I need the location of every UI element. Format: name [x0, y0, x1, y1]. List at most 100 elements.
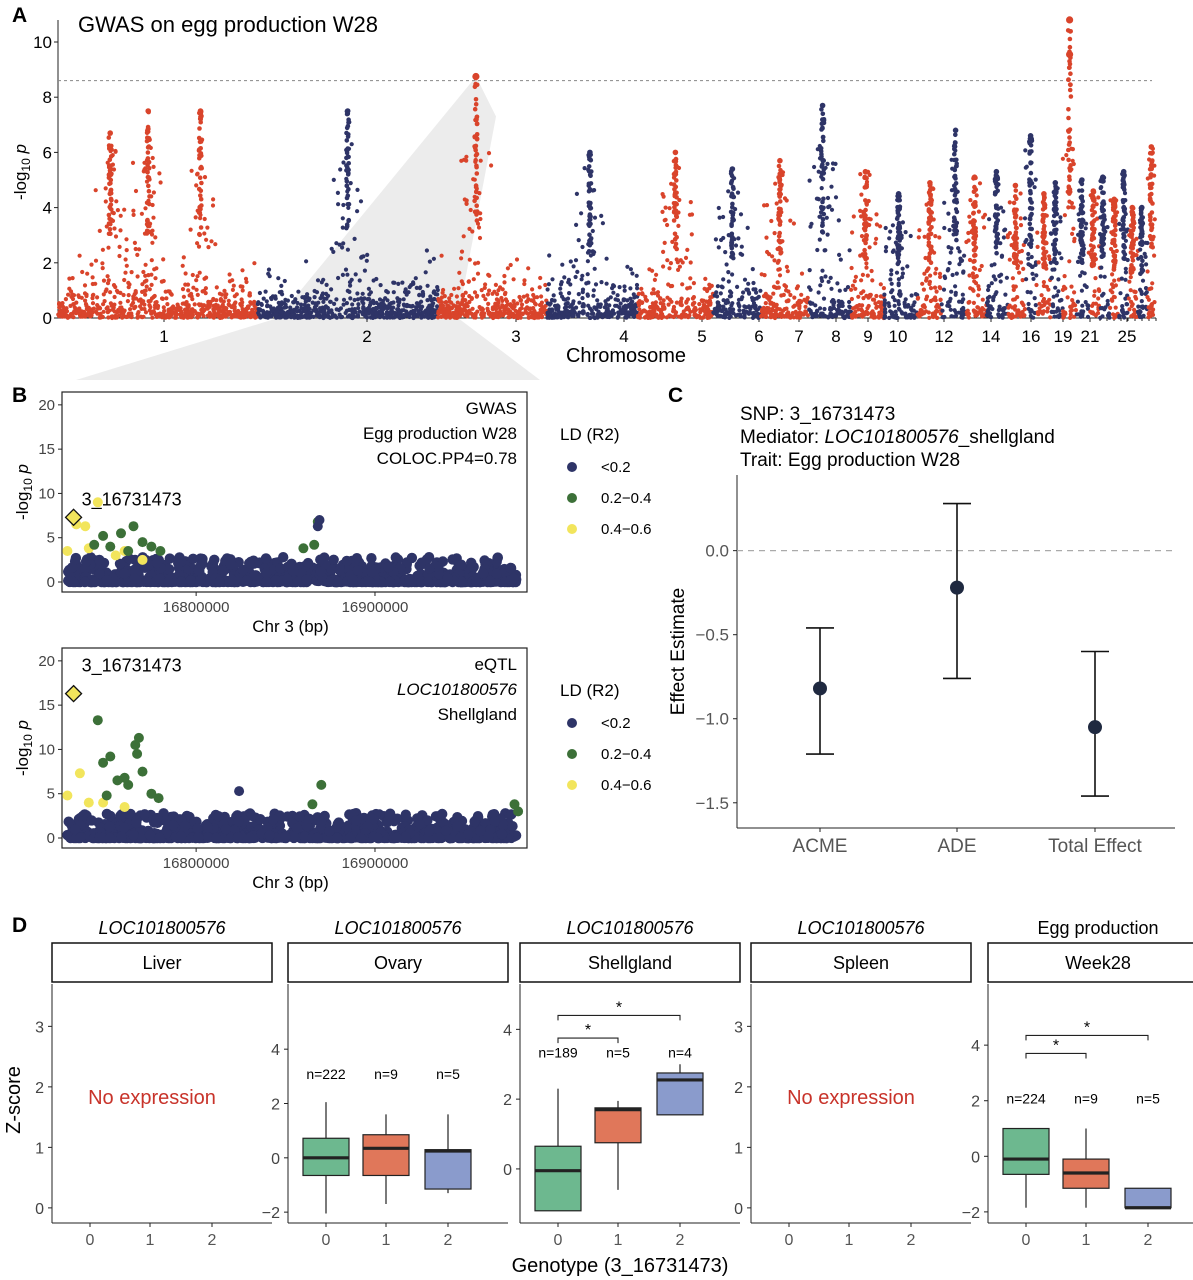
snp-chr1	[185, 282, 191, 287]
snp-chr26	[1139, 304, 1144, 309]
snp-chr1	[196, 302, 202, 307]
snp-chr3	[475, 271, 481, 276]
peak-chr13	[971, 211, 976, 216]
snp-chr22	[1099, 265, 1104, 270]
snp-chr17	[1035, 311, 1041, 316]
peak-chr3	[474, 121, 480, 127]
snp-chr5	[661, 249, 666, 254]
peak-chr22	[1101, 225, 1107, 231]
snp-chr7	[783, 284, 789, 289]
snp-chr12	[959, 311, 964, 316]
peak-chr4	[586, 181, 592, 187]
snp-chr1	[93, 188, 98, 193]
snp-chr11	[933, 271, 938, 276]
snp-chr2	[306, 303, 311, 308]
snp-chr5	[660, 209, 665, 214]
snp-chr3	[456, 305, 461, 310]
snp-chr11	[921, 287, 927, 292]
snp-chr10	[892, 298, 897, 303]
snp-chr6	[735, 284, 740, 289]
peak-chr4	[588, 236, 594, 241]
snp-chr2	[330, 311, 335, 316]
snp-chr3	[543, 282, 548, 288]
snp-chr2	[340, 216, 345, 221]
snp-chr1	[243, 276, 249, 281]
peak-chr1	[197, 126, 202, 131]
snp-chr2	[352, 236, 357, 241]
peak-chr9	[864, 233, 869, 238]
snp-chr2	[384, 310, 390, 315]
peak-chr6	[730, 251, 736, 257]
snp-chr6	[754, 290, 759, 295]
peak-chr27	[1149, 191, 1154, 197]
snp-chr4	[550, 277, 555, 282]
peak-chr13	[971, 222, 976, 227]
snp-chr3	[446, 303, 451, 308]
snp-chr1	[218, 315, 223, 320]
snp-chr3	[476, 225, 482, 230]
peak-chr12	[952, 193, 958, 198]
snp-chr12	[946, 211, 951, 216]
snp-chr18	[1052, 314, 1057, 319]
snp-chr1	[142, 306, 147, 312]
snp-chr22	[1098, 186, 1103, 191]
peak-chr17	[1042, 201, 1047, 207]
snp-chr14	[989, 315, 994, 320]
peak-chr22	[1101, 190, 1106, 196]
snp-chr1	[147, 303, 152, 308]
peak-chr5	[673, 170, 678, 175]
snp-chr12	[942, 200, 947, 205]
snp-chr3	[518, 307, 523, 312]
snp-chr2	[257, 307, 263, 312]
snp-chr1	[150, 155, 155, 161]
snp-chr3	[535, 315, 540, 320]
snp-chr1	[125, 299, 130, 304]
snp-chr11	[927, 281, 932, 287]
peak-chr26	[1139, 233, 1144, 238]
snp-chr2	[320, 309, 325, 314]
snp-chr17	[1048, 315, 1053, 320]
peak-chr1	[106, 212, 112, 218]
snp-chr10	[900, 271, 906, 276]
snp-chr4	[550, 307, 555, 312]
peak-chr8	[819, 170, 824, 176]
snp-chr15	[1010, 276, 1016, 281]
snp-chr5	[644, 298, 649, 303]
peak-chr25	[1128, 223, 1134, 228]
snp-chr11	[937, 235, 942, 240]
snp-chr1	[103, 186, 108, 191]
snp-chr25	[1127, 279, 1132, 284]
y-tick-label: 0	[43, 309, 52, 328]
peak-chr1	[197, 231, 202, 237]
panel-letter-c: C	[668, 384, 683, 407]
snp-chr19	[1065, 295, 1070, 300]
peak-chr24	[1121, 255, 1126, 261]
peak-chr3	[474, 117, 479, 122]
snp-chr2	[312, 288, 317, 294]
y-tick-label: 20	[38, 397, 55, 414]
snp-chr3	[511, 306, 516, 311]
snp-chr1	[161, 278, 166, 284]
peak-chr25	[1130, 245, 1135, 251]
snp-chr1	[123, 257, 128, 262]
peak-chr15	[1011, 200, 1017, 206]
snp-chr3	[526, 266, 531, 271]
peak-chr7	[777, 222, 783, 227]
snp-chr1	[164, 296, 169, 301]
snp-chr2	[348, 181, 353, 186]
snp-chr2	[381, 301, 386, 307]
snp-chr21	[1092, 293, 1097, 298]
snp-chr8	[829, 299, 835, 304]
snp-chr2	[341, 160, 346, 165]
snp-chr6	[735, 190, 741, 195]
peak-chr12	[954, 220, 960, 226]
snp-chr6	[742, 277, 748, 282]
snp-chr7	[786, 314, 791, 319]
snp-chr2	[345, 272, 350, 277]
peak-chr12	[952, 151, 957, 157]
snp-chr10	[882, 300, 888, 306]
snp-chr15	[1018, 260, 1024, 265]
peak-chr11	[928, 231, 934, 237]
snp-chr2	[421, 291, 426, 297]
snp-chr20	[1080, 314, 1085, 319]
